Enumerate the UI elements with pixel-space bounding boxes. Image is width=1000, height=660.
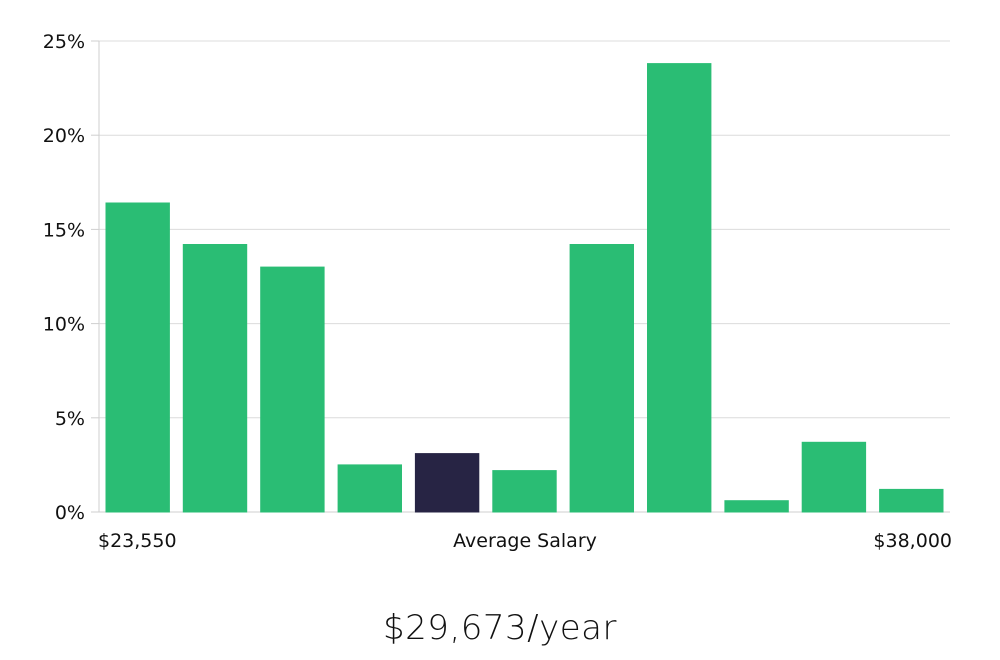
bar-1: [105, 202, 170, 513]
bar-8: [647, 63, 712, 513]
y-tick-labels: 0% 5% 10% 15% 20% 25%: [43, 31, 85, 524]
y-tick-label-4: 20%: [43, 125, 85, 147]
y-tick-label-0: 0%: [55, 502, 85, 524]
x-label-center: Average Salary: [453, 530, 597, 552]
bar-6: [492, 470, 557, 513]
bar-2: [182, 244, 248, 513]
x-label-max: $38,000: [873, 530, 952, 552]
y-tick-label-1: 5%: [55, 408, 85, 430]
bar-average-highlight: [414, 453, 480, 513]
bar-11: [879, 488, 944, 513]
salary-distribution-chart: 0%5%10%15%20%25% $23,550 Average Salary …: [43, 31, 952, 552]
y-tick-label-5: 25%: [43, 31, 85, 53]
bars: [105, 63, 944, 513]
y-tick-label-3: 15%: [43, 219, 85, 241]
x-label-min: $23,550: [98, 530, 177, 552]
bar-3: [260, 266, 325, 513]
bar-4: [337, 464, 403, 513]
bar-7: [569, 244, 634, 513]
y-tick-label-2: 10%: [43, 314, 85, 336]
average-salary-summary: $29,673/year: [383, 608, 617, 648]
bar-10: [801, 441, 867, 513]
bar-9: [724, 500, 789, 513]
